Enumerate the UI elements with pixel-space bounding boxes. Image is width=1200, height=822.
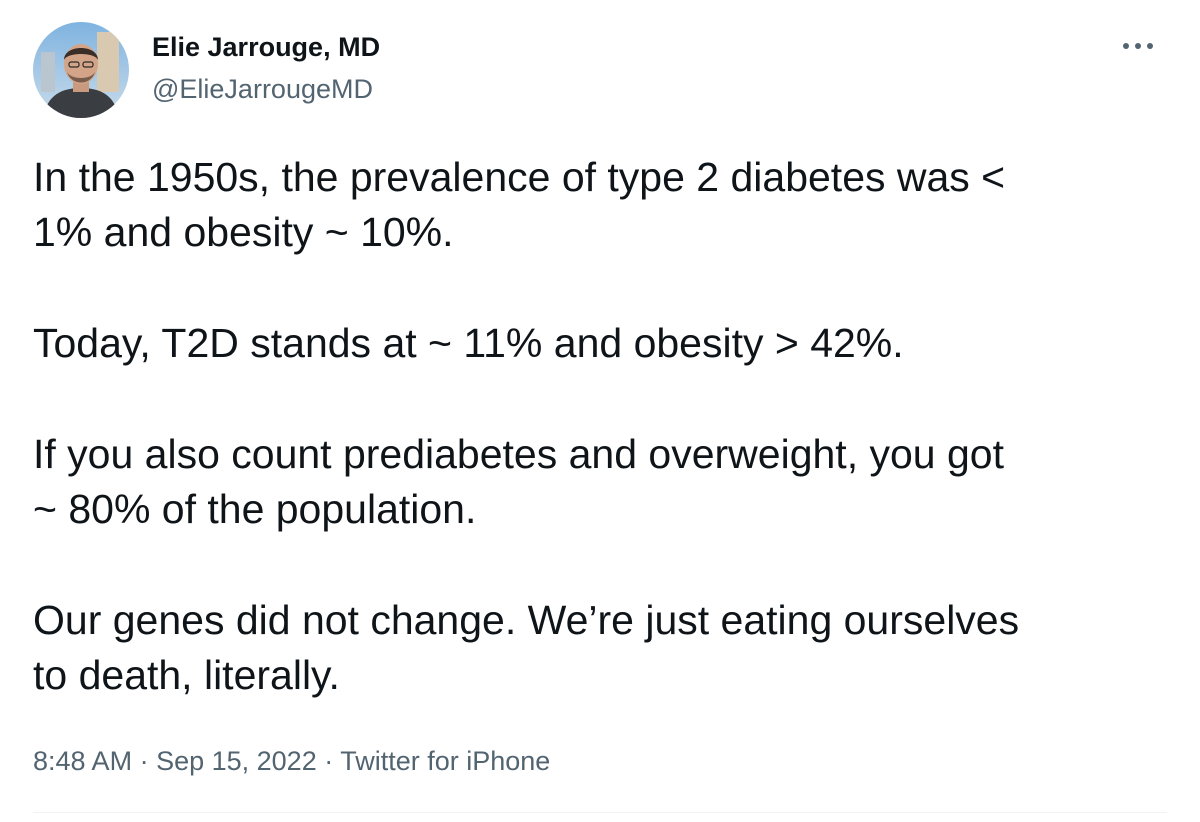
- author-display-name[interactable]: Elie Jarrouge, MD: [152, 32, 381, 62]
- profile-photo-icon: [33, 22, 129, 118]
- tweet-paragraph: Today, T2D stands at ~ 11% and obesity >…: [33, 320, 904, 366]
- meta-separator: ·: [132, 746, 157, 776]
- tweet-paragraph: If you also count prediabetes and overwe…: [33, 431, 1004, 532]
- tweet-metadata: 8:48 AM · Sep 15, 2022 · Twitter for iPh…: [33, 743, 550, 779]
- more-options-button[interactable]: [1116, 34, 1160, 58]
- meta-separator: ·: [316, 746, 341, 776]
- tweet-time[interactable]: 8:48 AM: [33, 746, 133, 776]
- tweet-paragraph: Our genes did not change. We’re just eat…: [33, 597, 1020, 698]
- tweet-paragraph: In the 1950s, the prevalence of type 2 d…: [33, 154, 1006, 255]
- tweet-source[interactable]: Twitter for iPhone: [340, 746, 551, 776]
- tweet-text: In the 1950s, the prevalence of type 2 d…: [33, 150, 1163, 703]
- author-info: Elie Jarrouge, MD @ElieJarrougeMD: [152, 30, 380, 106]
- divider: [33, 812, 1167, 813]
- author-handle[interactable]: @ElieJarrougeMD: [152, 74, 373, 104]
- tweet-date[interactable]: Sep 15, 2022: [156, 746, 317, 776]
- more-horizontal-icon: [1123, 43, 1153, 49]
- avatar[interactable]: [33, 22, 129, 118]
